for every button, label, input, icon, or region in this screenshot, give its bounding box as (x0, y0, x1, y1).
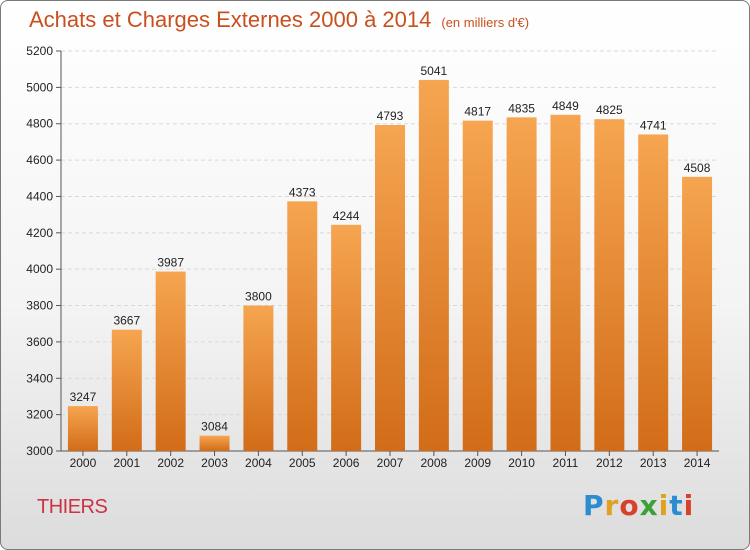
bar-value-label: 3084 (201, 420, 228, 434)
x-tick-label: 2009 (464, 456, 491, 470)
x-tick-label: 2001 (113, 456, 140, 470)
bar (111, 329, 142, 451)
place-name: THIERS (37, 496, 108, 518)
bar-value-label: 4793 (377, 109, 404, 123)
x-tick-label: 2006 (333, 456, 360, 470)
bar (199, 435, 230, 451)
y-tick-label: 4200 (26, 226, 53, 240)
bar-value-label: 3987 (157, 256, 184, 270)
x-tick-label: 2003 (201, 456, 228, 470)
bar-value-label: 4508 (684, 161, 711, 175)
y-tick-label: 4600 (26, 153, 53, 167)
y-tick-label: 3200 (26, 408, 53, 422)
bar-value-label: 3800 (245, 290, 272, 304)
x-tick-label: 2012 (596, 456, 623, 470)
logo-letter: P (583, 489, 605, 522)
bar-value-label: 4244 (333, 209, 360, 223)
bar (594, 119, 625, 451)
y-tick-label: 4000 (26, 262, 53, 276)
y-tick-label: 3400 (26, 371, 53, 385)
bar (682, 176, 713, 451)
x-tick-label: 2014 (684, 456, 711, 470)
bar-value-label: 4817 (464, 105, 491, 119)
x-tick-label: 2000 (70, 456, 97, 470)
logo-letter: r (604, 489, 620, 522)
bar (418, 79, 449, 451)
logo-letter: i (683, 489, 695, 522)
y-tick-label: 5200 (26, 44, 53, 58)
chart-title: Achats et Charges Externes 2000 à 2014 (e… (29, 7, 529, 33)
bar (331, 224, 362, 451)
bar (462, 120, 493, 452)
bar-value-label: 5041 (421, 64, 448, 78)
proxiti-logo: Proxiti (583, 489, 694, 522)
bar-value-label: 4849 (552, 99, 579, 113)
y-tick-label: 4400 (26, 189, 53, 203)
logo-letter: t (669, 489, 684, 522)
bar-value-label: 3247 (70, 390, 97, 404)
x-tick-label: 2007 (377, 456, 404, 470)
x-tick-label: 2008 (421, 456, 448, 470)
x-tick-label: 2010 (508, 456, 535, 470)
bar (638, 134, 669, 452)
bar (287, 201, 318, 451)
logo-letter: o (619, 489, 640, 522)
logo-letter: i (658, 489, 670, 522)
x-tick-label: 2011 (553, 456, 579, 470)
logo-letter: x (639, 489, 659, 522)
bar-value-label: 4825 (596, 103, 623, 117)
x-tick-label: 2005 (289, 456, 316, 470)
bar (243, 305, 274, 451)
y-tick-label: 4800 (26, 117, 53, 131)
bar (375, 125, 405, 451)
x-tick-label: 2004 (245, 456, 272, 470)
bar (155, 271, 186, 451)
y-tick-label: 3800 (26, 299, 53, 313)
chart-subtitle: (en milliers d'€) (441, 15, 530, 30)
bar (67, 406, 98, 451)
bar (550, 114, 581, 452)
y-tick-label: 3000 (26, 444, 53, 458)
bar-value-label: 4835 (508, 101, 535, 115)
bar-value-label: 4741 (640, 118, 667, 132)
bar-value-label: 3667 (113, 314, 140, 328)
y-tick-label: 3600 (26, 335, 53, 349)
bar-value-label: 4373 (289, 185, 316, 199)
y-tick-label: 5000 (26, 80, 53, 94)
x-tick-label: 2002 (157, 456, 184, 470)
x-tick-label: 2013 (640, 456, 667, 470)
bar (506, 117, 537, 451)
chart-title-text: Achats et Charges Externes 2000 à 2014 (29, 7, 432, 32)
